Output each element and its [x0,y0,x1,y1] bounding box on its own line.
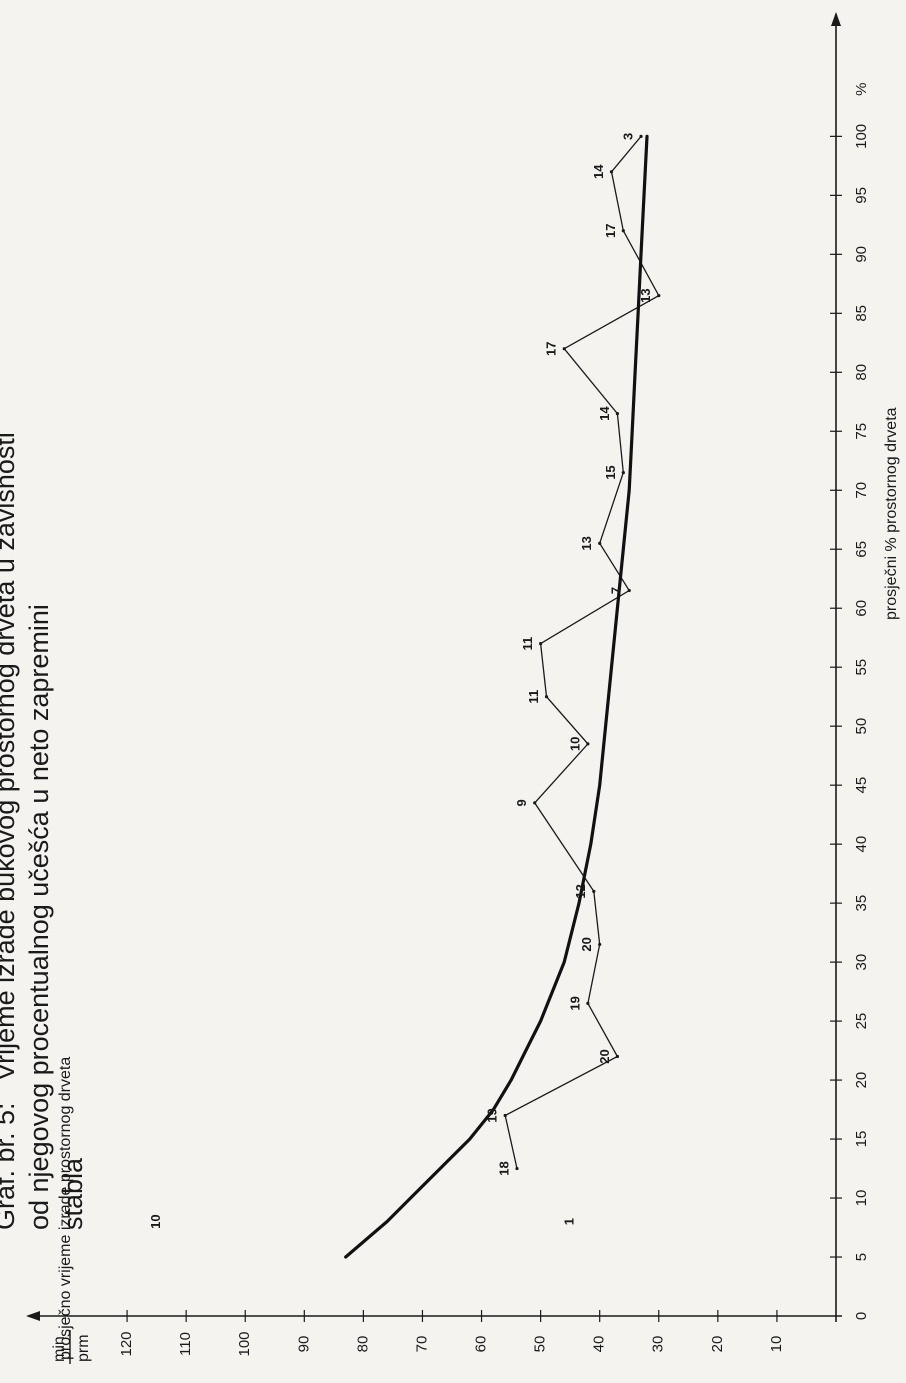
x-tick-label: 90 [853,246,870,263]
data-point-label: 18 [496,1161,511,1175]
x-unit-label: % [853,83,870,96]
y-tick-label: 20 [709,1336,726,1353]
y-axis-arrow [26,1311,40,1321]
chart-title-prefix: Graf. br. 5: [0,1102,20,1230]
x-tick-label: 25 [853,1013,870,1030]
x-tick-label: 70 [853,482,870,499]
x-tick-label: 50 [853,718,870,735]
x-tick-label: 35 [853,895,870,912]
y-tick-label: 40 [591,1336,608,1353]
data-point-label: 13 [638,288,653,302]
x-tick-label: 40 [853,836,870,853]
chart-title-line-2: od njegovog procentualnog učešća u neto … [24,604,54,1230]
data-point-label: 12 [573,884,588,898]
data-point-label: 7 [609,587,624,594]
y-tick-label: 50 [532,1336,549,1353]
y-tick-label: 120 [118,1331,135,1356]
data-point [586,1001,590,1005]
data-point-label: 15 [603,465,618,479]
y-axis-title: prosječno vrijeme izrade prostornog drve… [57,1057,74,1360]
x-tick-label: 95 [853,187,870,204]
data-point-label: 14 [591,164,606,179]
y-tick-label: 10 [768,1336,785,1353]
data-point-label: 11 [526,690,541,704]
x-tick-label: 55 [853,659,870,676]
data-point-label: 9 [514,799,529,806]
x-tick-label: 80 [853,364,870,381]
data-point-label: 17 [544,341,559,355]
data-point-label: 17 [603,224,618,238]
y-axis-label: prosječno vrijeme izrade prostornog drve… [57,1057,74,1360]
x-tick-label: 20 [853,1072,870,1089]
x-tick-label: 60 [853,600,870,617]
isolated-point-label: 10 [148,1214,163,1228]
data-point-label: 19 [485,1108,500,1122]
svg-text:Graf. br. 5: Vrijeme i: Graf. br. 5: Vrijeme izrade bukovog pros… [0,432,20,1230]
x-tick-label: 45 [853,777,870,794]
y-tick-label: 80 [354,1336,371,1353]
chart-title-line-1: Vrijeme izrade bukovog prostornog drveta… [0,432,20,1081]
data-point-label: 20 [579,937,594,951]
x-axis-label: prosječni % prostornog drveta [883,407,900,620]
data-point [592,889,596,893]
data-point [598,942,602,947]
y-tick-label: 90 [295,1336,312,1353]
data-point [627,588,631,593]
data-point [586,742,590,746]
y-tick-label: 110 [177,1332,194,1356]
data-point [544,695,549,699]
data-point-label: 10 [567,737,582,751]
origin-label: 0 [853,1312,870,1320]
x-tick-label: 65 [853,541,870,558]
y-tick-label: 30 [650,1336,667,1353]
data-point [639,134,643,138]
isolated-point-label: 1 [562,1218,577,1225]
data-point [598,541,602,545]
data-point-label: 19 [567,996,582,1010]
data-point [562,347,566,351]
y-tick-label: 100 [236,1331,253,1356]
data-point [615,411,620,416]
chart-labels-layer: 18 19 20 19 20 12 9 10 11 11 7 13 15 14 17 13 17 14 3 10 1 [148,133,653,1229]
y-unit-numerator: min [51,1336,68,1362]
x-tick-label: 5 [853,1253,870,1261]
x-tick-label: 30 [853,954,870,971]
x-axis-arrow [831,12,841,26]
chart-title-line-3: stabla [58,1157,88,1230]
empirical-series-line [504,135,660,1169]
y-axis-unit: min prm [51,1330,92,1364]
x-axis-title: prosječni % prostornog drveta [883,407,900,620]
chart-series-layer [344,134,661,1259]
data-point [539,642,543,646]
data-point [503,1113,507,1118]
y-tick-label: 60 [473,1336,490,1353]
data-point-label: 11 [520,637,535,651]
data-point [609,170,614,174]
x-tick-label: 75 [853,423,870,440]
data-point-label: 13 [579,536,594,550]
data-point-label: 3 [620,133,635,140]
data-point [615,1054,620,1059]
fitted-series-line [344,134,649,1259]
data-point [533,801,537,805]
x-tick-label: 85 [853,305,870,322]
y-tick-label: 70 [413,1336,430,1353]
chart-title: Graf. br. 5: Vrijeme izrade bukovog pros… [0,432,88,1230]
data-point-label: 20 [597,1049,612,1063]
x-tick-label: 15 [853,1131,870,1148]
data-point [657,294,661,298]
data-point [621,470,625,475]
x-tick-label: 100 [853,124,870,149]
data-point [515,1166,519,1171]
data-point [621,229,625,233]
data-point-label: 14 [597,406,612,421]
chart-axes-layer: 5101520253035404550556065707580859095100… [26,12,870,1357]
x-tick-label: 10 [853,1190,870,1207]
y-unit-denominator: prm [75,1334,92,1362]
